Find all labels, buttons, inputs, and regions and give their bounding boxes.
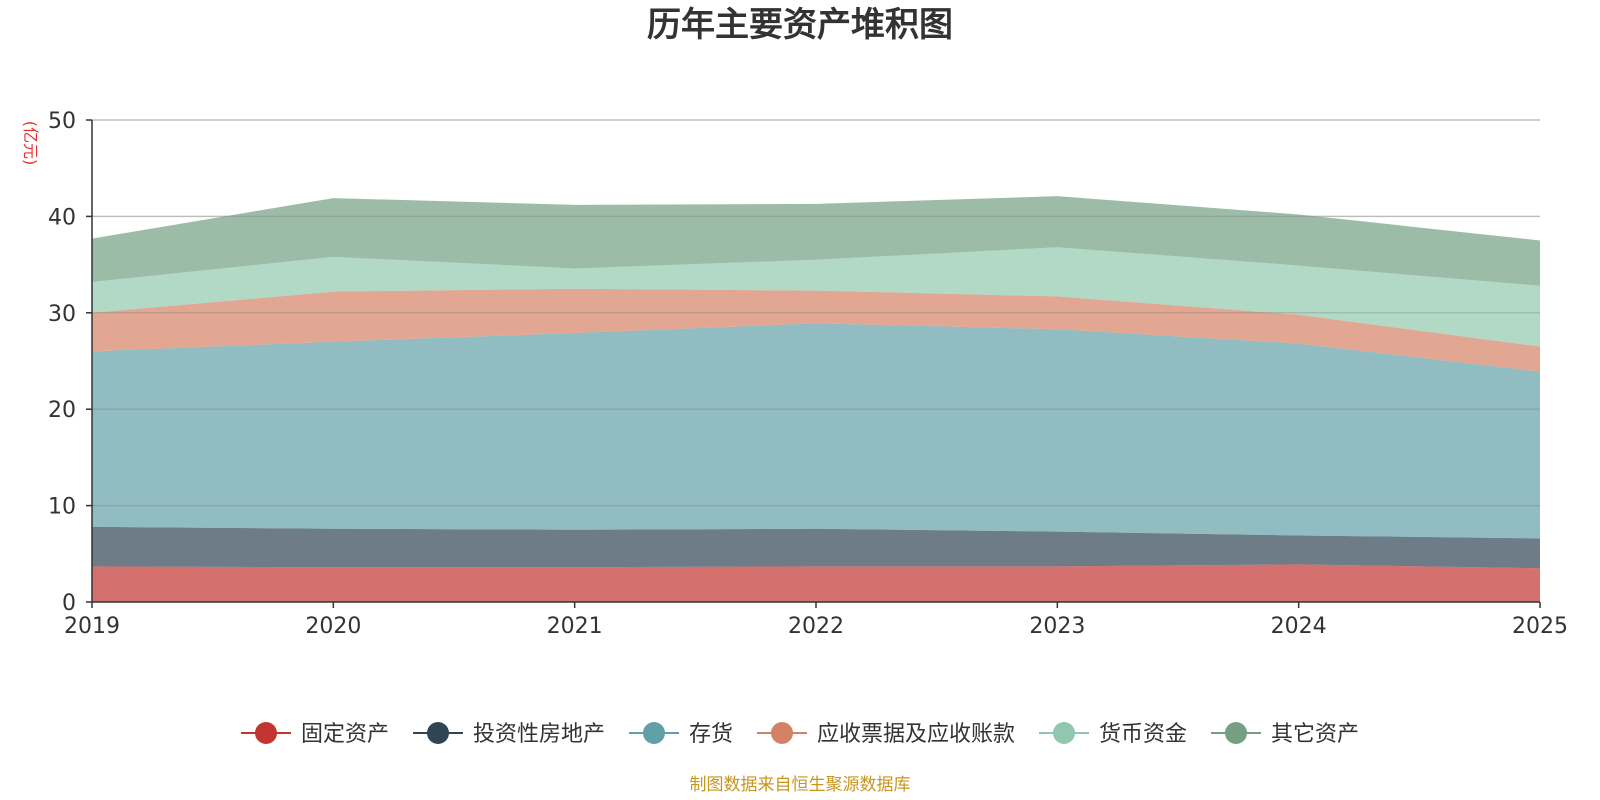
legend-label: 其它资产 <box>1271 722 1359 747</box>
legend-item-1[interactable]: 投资性房地产 <box>413 722 605 747</box>
area-series-5 <box>92 196 1540 286</box>
x-tick-label: 2022 <box>788 614 844 639</box>
legend-item-3[interactable]: 应收票据及应收账款 <box>757 722 1015 747</box>
legend: 固定资产 投资性房地产 存货 应收票据及应收账款 货币资金 其它资产 <box>241 722 1359 747</box>
legend-label: 存货 <box>689 722 733 747</box>
legend-item-0[interactable]: 固定资产 <box>241 722 389 747</box>
area-series-0 <box>92 564 1540 602</box>
area-series-2 <box>92 323 1540 539</box>
x-tick-label: 2019 <box>64 614 120 639</box>
legend-item-5[interactable]: 其它资产 <box>1211 722 1359 747</box>
area-series <box>92 119 1540 602</box>
y-tick-label: 20 <box>48 398 76 423</box>
x-tick-label: 2020 <box>305 614 361 639</box>
area-series-1 <box>92 526 1540 569</box>
legend-marker <box>1053 722 1075 744</box>
y-axis-unit-label: (亿元) <box>21 121 40 166</box>
x-tick-label: 2025 <box>1512 614 1568 639</box>
legend-label: 固定资产 <box>301 722 389 747</box>
legend-marker <box>427 722 449 744</box>
data-source-note: 制图数据来自恒生聚源数据库 <box>690 775 911 795</box>
y-tick-label: 40 <box>48 205 76 230</box>
area-series-4 <box>92 247 1540 347</box>
legend-item-4[interactable]: 货币资金 <box>1039 722 1187 747</box>
legend-item-2[interactable]: 存货 <box>629 722 733 747</box>
legend-label: 应收票据及应收账款 <box>817 722 1015 747</box>
y-tick-label: 0 <box>62 591 76 616</box>
y-tick-label: 50 <box>48 109 76 134</box>
y-tick-label: 10 <box>48 495 76 520</box>
area-series-3 <box>92 288 1540 372</box>
y-tick-label: 30 <box>48 302 76 327</box>
legend-marker <box>771 722 793 744</box>
legend-label: 投资性房地产 <box>473 722 605 747</box>
legend-marker <box>1225 722 1247 744</box>
x-tick-label: 2021 <box>547 614 603 639</box>
legend-marker <box>643 722 665 744</box>
x-tick-label: 2023 <box>1029 614 1085 639</box>
chart-title: 历年主要资产堆积图 <box>647 5 953 45</box>
x-tick-label: 2024 <box>1271 614 1327 639</box>
legend-label: 货币资金 <box>1099 722 1187 747</box>
axes: 0 10 20 30 40 50 2019 2020 2021 2022 2023 2024 2025 <box>48 109 1568 639</box>
legend-marker <box>255 722 277 744</box>
